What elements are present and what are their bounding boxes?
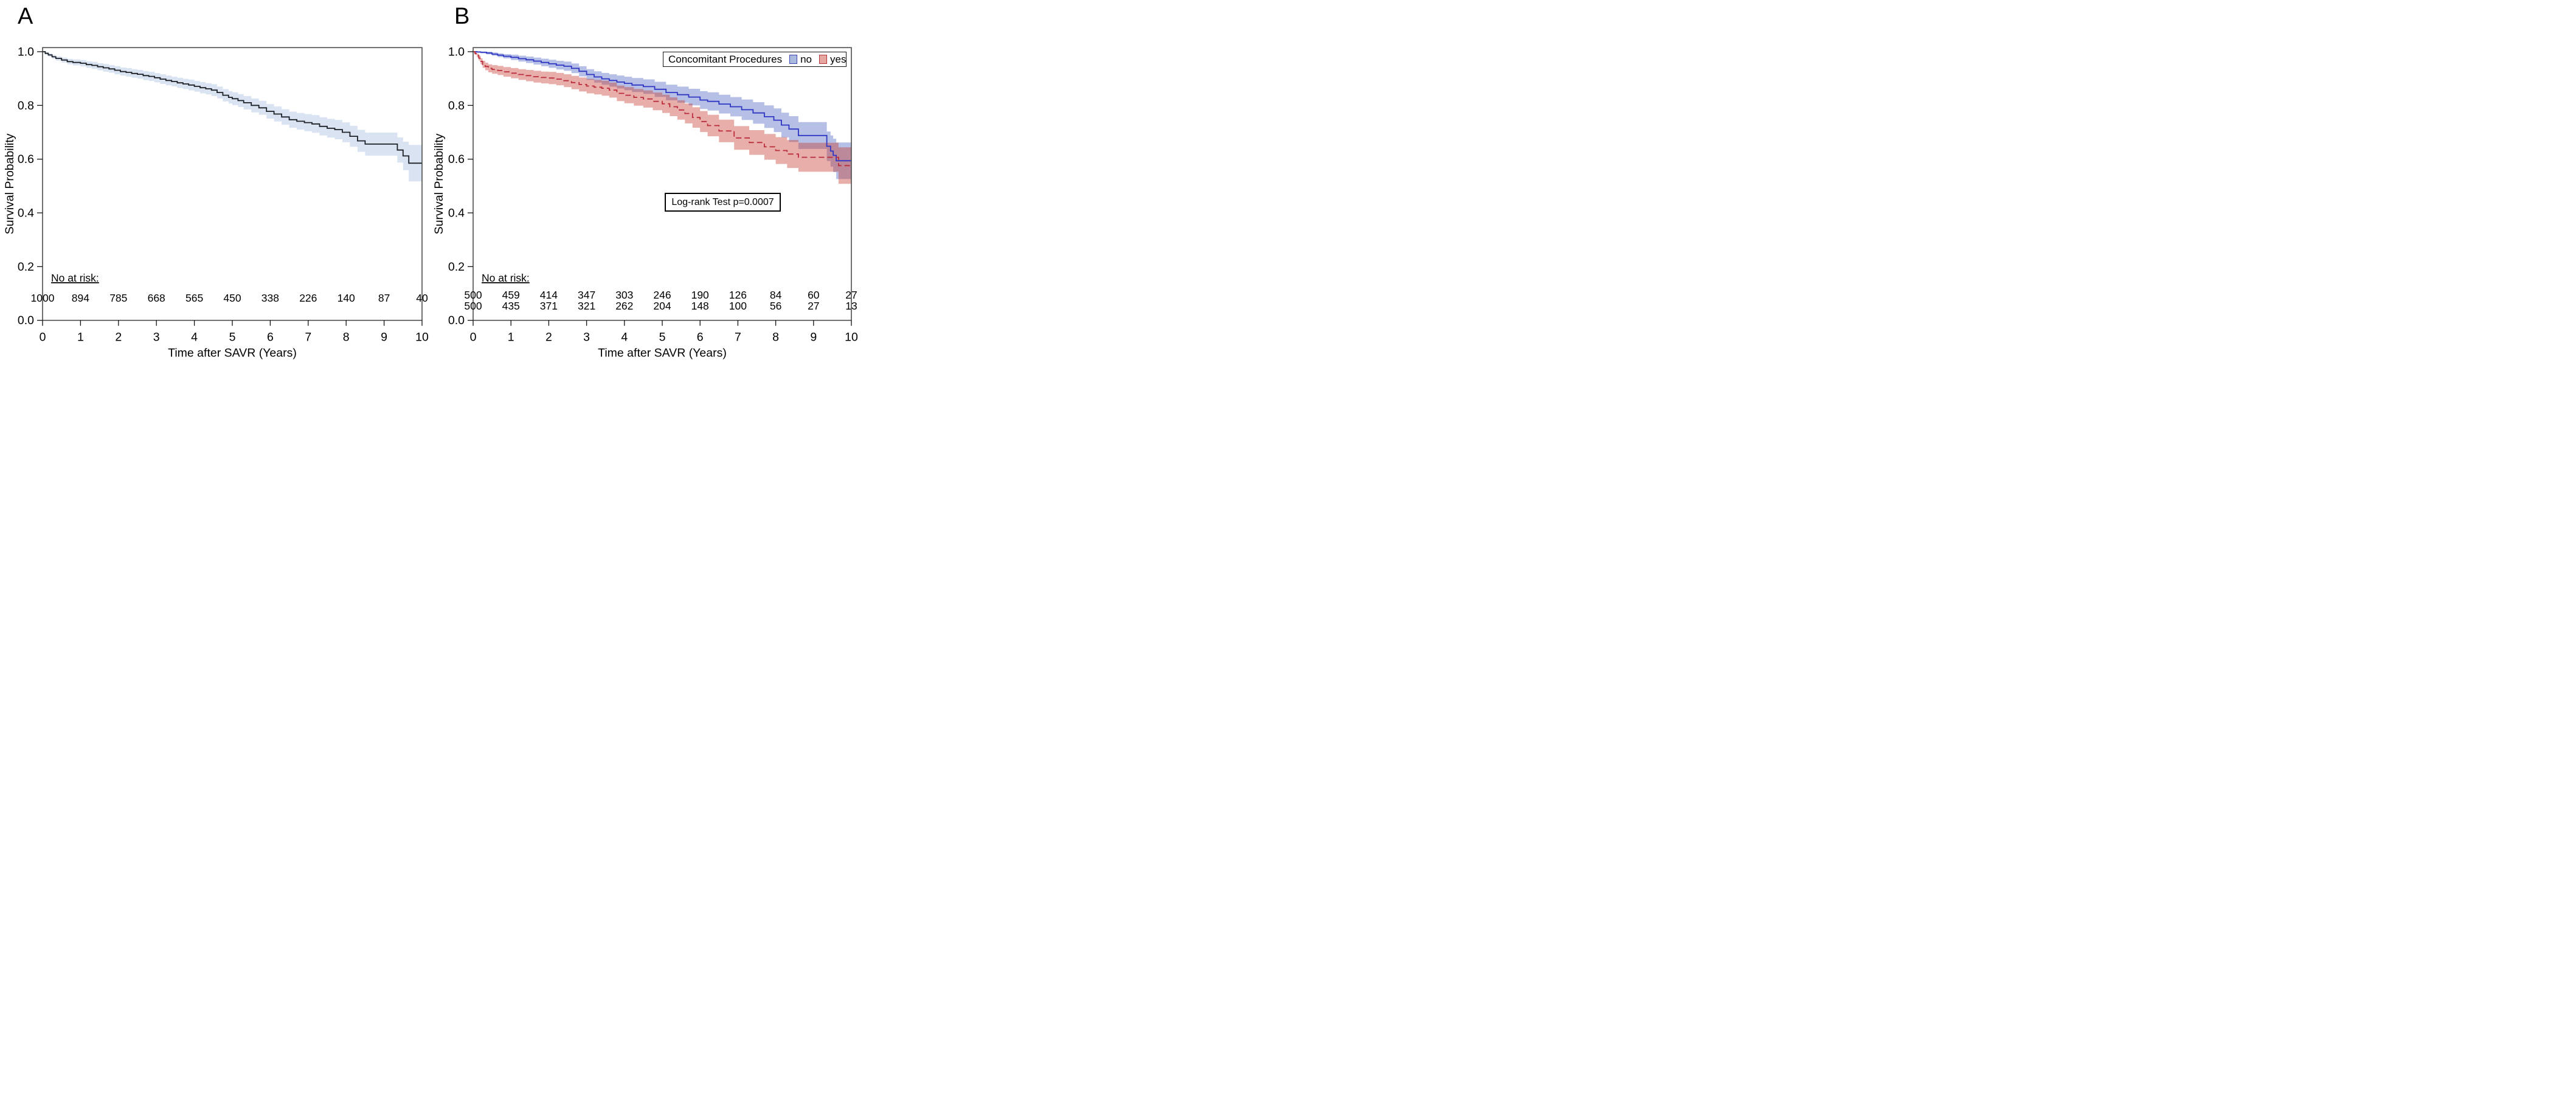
risk-count-yes: 371	[540, 300, 558, 312]
legend-swatch-yes-icon	[819, 55, 828, 64]
x-tick-label: 1	[508, 331, 514, 344]
risk-count-overall: 140	[338, 292, 355, 304]
legend-entry-yes: yes	[819, 54, 846, 66]
x-tick-label: 2	[115, 331, 122, 344]
y-tick-label: 1.0	[448, 46, 465, 59]
y-tick-label: 0.0	[18, 314, 34, 327]
risk-count-yes: 262	[615, 300, 633, 312]
risk-count-no: 60	[808, 289, 820, 301]
risk-count-yes: 27	[808, 300, 819, 312]
risk-count-overall: 785	[109, 292, 127, 304]
ci-band-no	[473, 52, 851, 179]
y-axis-title: Survival Probability	[432, 133, 446, 234]
x-tick-label: 10	[415, 331, 429, 344]
y-tick-label: 0.4	[448, 207, 465, 220]
x-tick-label: 4	[191, 331, 198, 344]
x-tick-label: 0	[40, 331, 46, 344]
y-tick-label: 0.6	[448, 153, 465, 166]
x-tick-label: 5	[229, 331, 236, 344]
risk-count-overall: 1000	[31, 292, 55, 304]
y-tick-label: 0.8	[448, 99, 465, 113]
y-tick-label: 0.8	[18, 99, 34, 113]
legend-entry-no: no	[789, 54, 812, 66]
km-curve-overall	[43, 51, 422, 164]
y-tick-label: 0.0	[448, 314, 465, 327]
risk-count-overall: 40	[416, 292, 428, 304]
risk-count-overall: 894	[72, 292, 89, 304]
legend-title: Concomitant Procedures	[668, 53, 783, 65]
x-tick-label: 9	[381, 331, 387, 344]
legend-swatch-no-icon	[789, 55, 798, 64]
x-tick-label: 9	[810, 331, 817, 344]
risk-count-overall: 87	[378, 292, 390, 304]
x-tick-label: 3	[583, 331, 590, 344]
y-tick-label: 0.6	[18, 153, 34, 166]
legend-entry-yes-label: yes	[830, 53, 847, 65]
risk-count-no: 27	[845, 289, 857, 301]
panel-a-plot: 1.0 0.8 0.6 0.4 0.2 0.0 0 1 2 3 4 5 6 7 8 9 10 Time after…	[3, 46, 429, 360]
risk-count-yes: 500	[464, 300, 482, 312]
risk-count-overall: 226	[299, 292, 317, 304]
risk-count-yes: 321	[578, 300, 595, 312]
x-tick-label: 1	[77, 331, 84, 344]
risk-count-yes: 100	[729, 300, 747, 312]
y-tick-label: 0.4	[18, 207, 34, 220]
km-curve-yes	[473, 51, 851, 167]
x-tick-label: 7	[735, 331, 741, 344]
plot-frame	[42, 47, 423, 321]
y-tick-label: 0.2	[448, 260, 465, 274]
x-tick-label: 8	[343, 331, 350, 344]
risk-count-no: 190	[691, 289, 709, 301]
risk-count-no: 84	[770, 289, 782, 301]
risk-count-overall: 668	[148, 292, 165, 304]
y-tick-label: 1.0	[18, 46, 34, 59]
x-tick-label: 6	[697, 331, 704, 344]
panel-a-label: A	[18, 4, 33, 29]
risk-count-yes: 56	[770, 300, 781, 312]
x-tick-label: 3	[153, 331, 160, 344]
x-tick-label: 8	[772, 331, 779, 344]
y-axis-title: Survival Probability	[3, 133, 16, 234]
risk-table-label: No at risk:	[51, 272, 99, 284]
x-tick-label: 0	[470, 331, 477, 344]
risk-count-overall: 450	[223, 292, 241, 304]
x-tick-label: 7	[305, 331, 311, 344]
risk-count-yes: 204	[653, 300, 671, 312]
risk-count-no: 126	[729, 289, 747, 301]
x-axis-title: Time after SAVR (Years)	[598, 347, 727, 360]
x-tick-label: 10	[845, 331, 858, 344]
x-tick-label: 5	[659, 331, 666, 344]
ci-band-yes	[473, 52, 851, 186]
risk-count-yes: 13	[845, 300, 857, 312]
log-rank-annotation: Log-rank Test p=0.0007	[665, 193, 781, 212]
x-tick-label: 6	[267, 331, 274, 344]
x-tick-label: 2	[545, 331, 552, 344]
risk-count-overall: 565	[185, 292, 203, 304]
risk-count-yes: 435	[502, 300, 520, 312]
x-tick-label: 4	[621, 331, 628, 344]
risk-count-yes: 148	[691, 300, 709, 312]
risk-count-no: 303	[615, 289, 633, 301]
risk-count-no: 246	[653, 289, 671, 301]
risk-count-overall: 338	[261, 292, 279, 304]
risk-count-no: 500	[464, 289, 482, 301]
legend-entry-no-label: no	[800, 53, 812, 65]
risk-table-label: No at risk:	[482, 272, 530, 284]
risk-count-no: 459	[502, 289, 520, 301]
ci-band-overall	[43, 52, 422, 182]
risk-count-no: 347	[578, 289, 595, 301]
km-curve-no	[473, 51, 851, 162]
x-axis-title: Time after SAVR (Years)	[168, 347, 297, 360]
km-figure: 1.0 0.8 0.6 0.4 0.2 0.0 0 1 2 3 4 5 6 7 8 9 10 Time after…	[0, 0, 859, 367]
y-tick-label: 0.2	[18, 260, 34, 274]
risk-count-no: 414	[540, 289, 558, 301]
legend-box: Concomitant Procedures no yes	[663, 52, 847, 67]
panel-b-label: B	[454, 4, 470, 29]
